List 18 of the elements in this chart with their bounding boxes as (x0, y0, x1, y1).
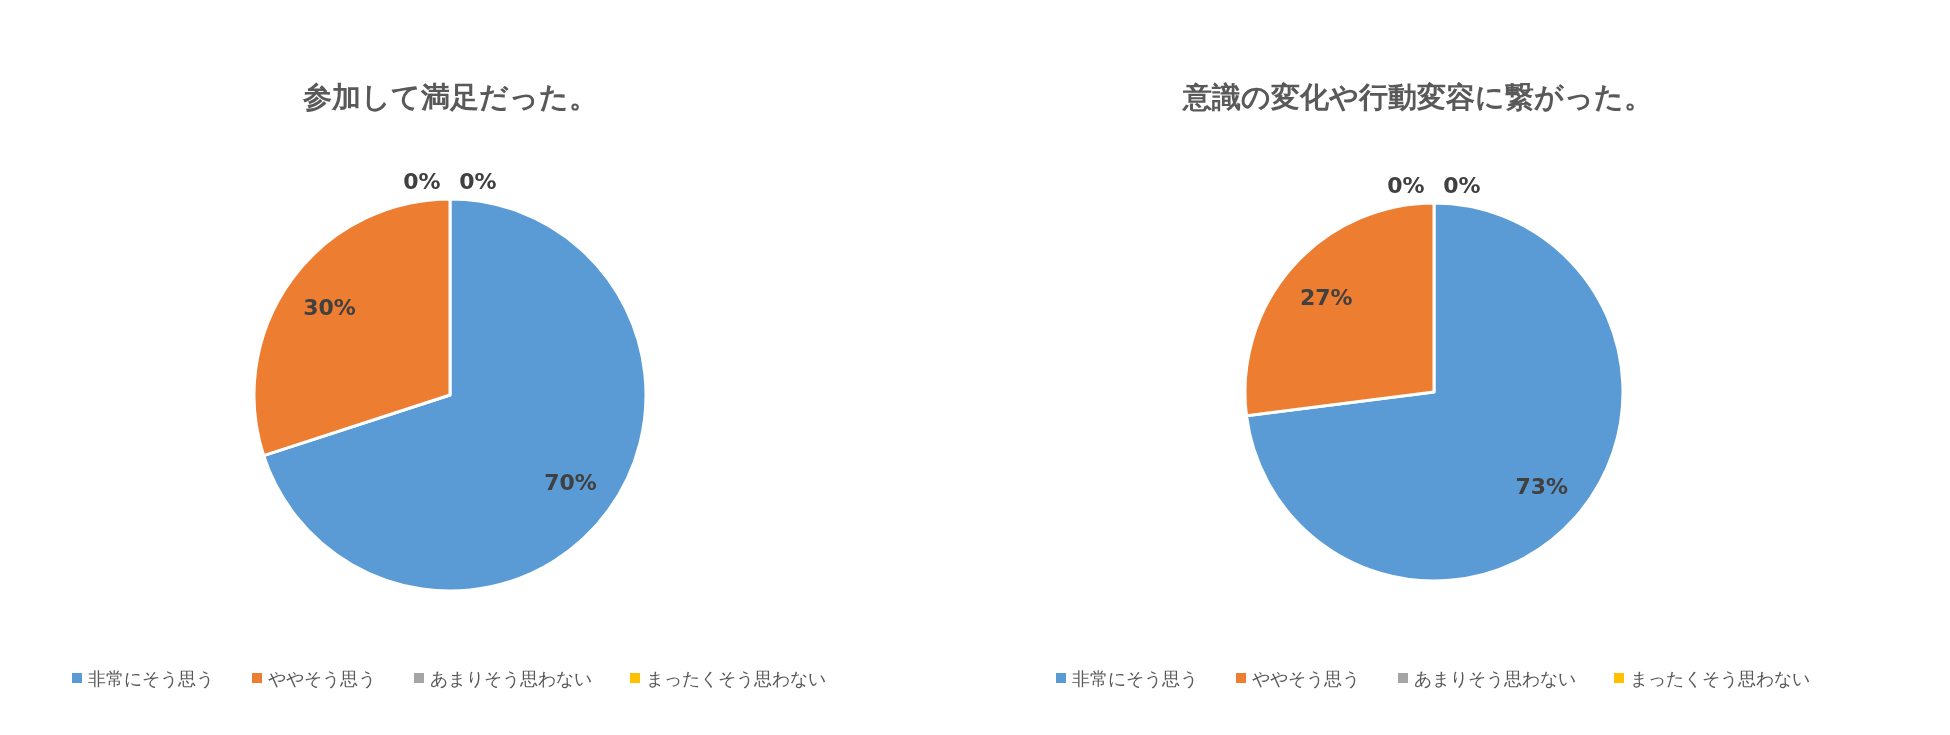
data-label: 73% (1515, 474, 1569, 500)
legend-label: ややそう思う (1252, 667, 1360, 689)
legend-label: あまりそう思わない (430, 667, 592, 689)
legend-label: ややそう思う (268, 667, 376, 689)
text: 0% (459, 168, 497, 194)
data-label: 30% (303, 294, 356, 320)
legend-label: 非常にそう思う (1072, 667, 1198, 689)
chart-title: 参加して満足だった。 (301, 80, 598, 114)
text: 0% (403, 168, 441, 194)
chart-title: 意識の変化や行動変容に繋がった。 (1181, 80, 1653, 114)
legend-label: 非常にそう思う (88, 667, 214, 689)
data-label: 70% (544, 470, 597, 496)
data-label: 27% (1299, 284, 1353, 310)
legend-label: まったくそう思わない (646, 667, 826, 689)
text: 0% (1387, 172, 1425, 198)
legend-label: あまりそう思わない (1414, 667, 1576, 689)
legend-label: まったくそう思わない (1630, 667, 1810, 689)
text: 0% (1443, 172, 1481, 198)
